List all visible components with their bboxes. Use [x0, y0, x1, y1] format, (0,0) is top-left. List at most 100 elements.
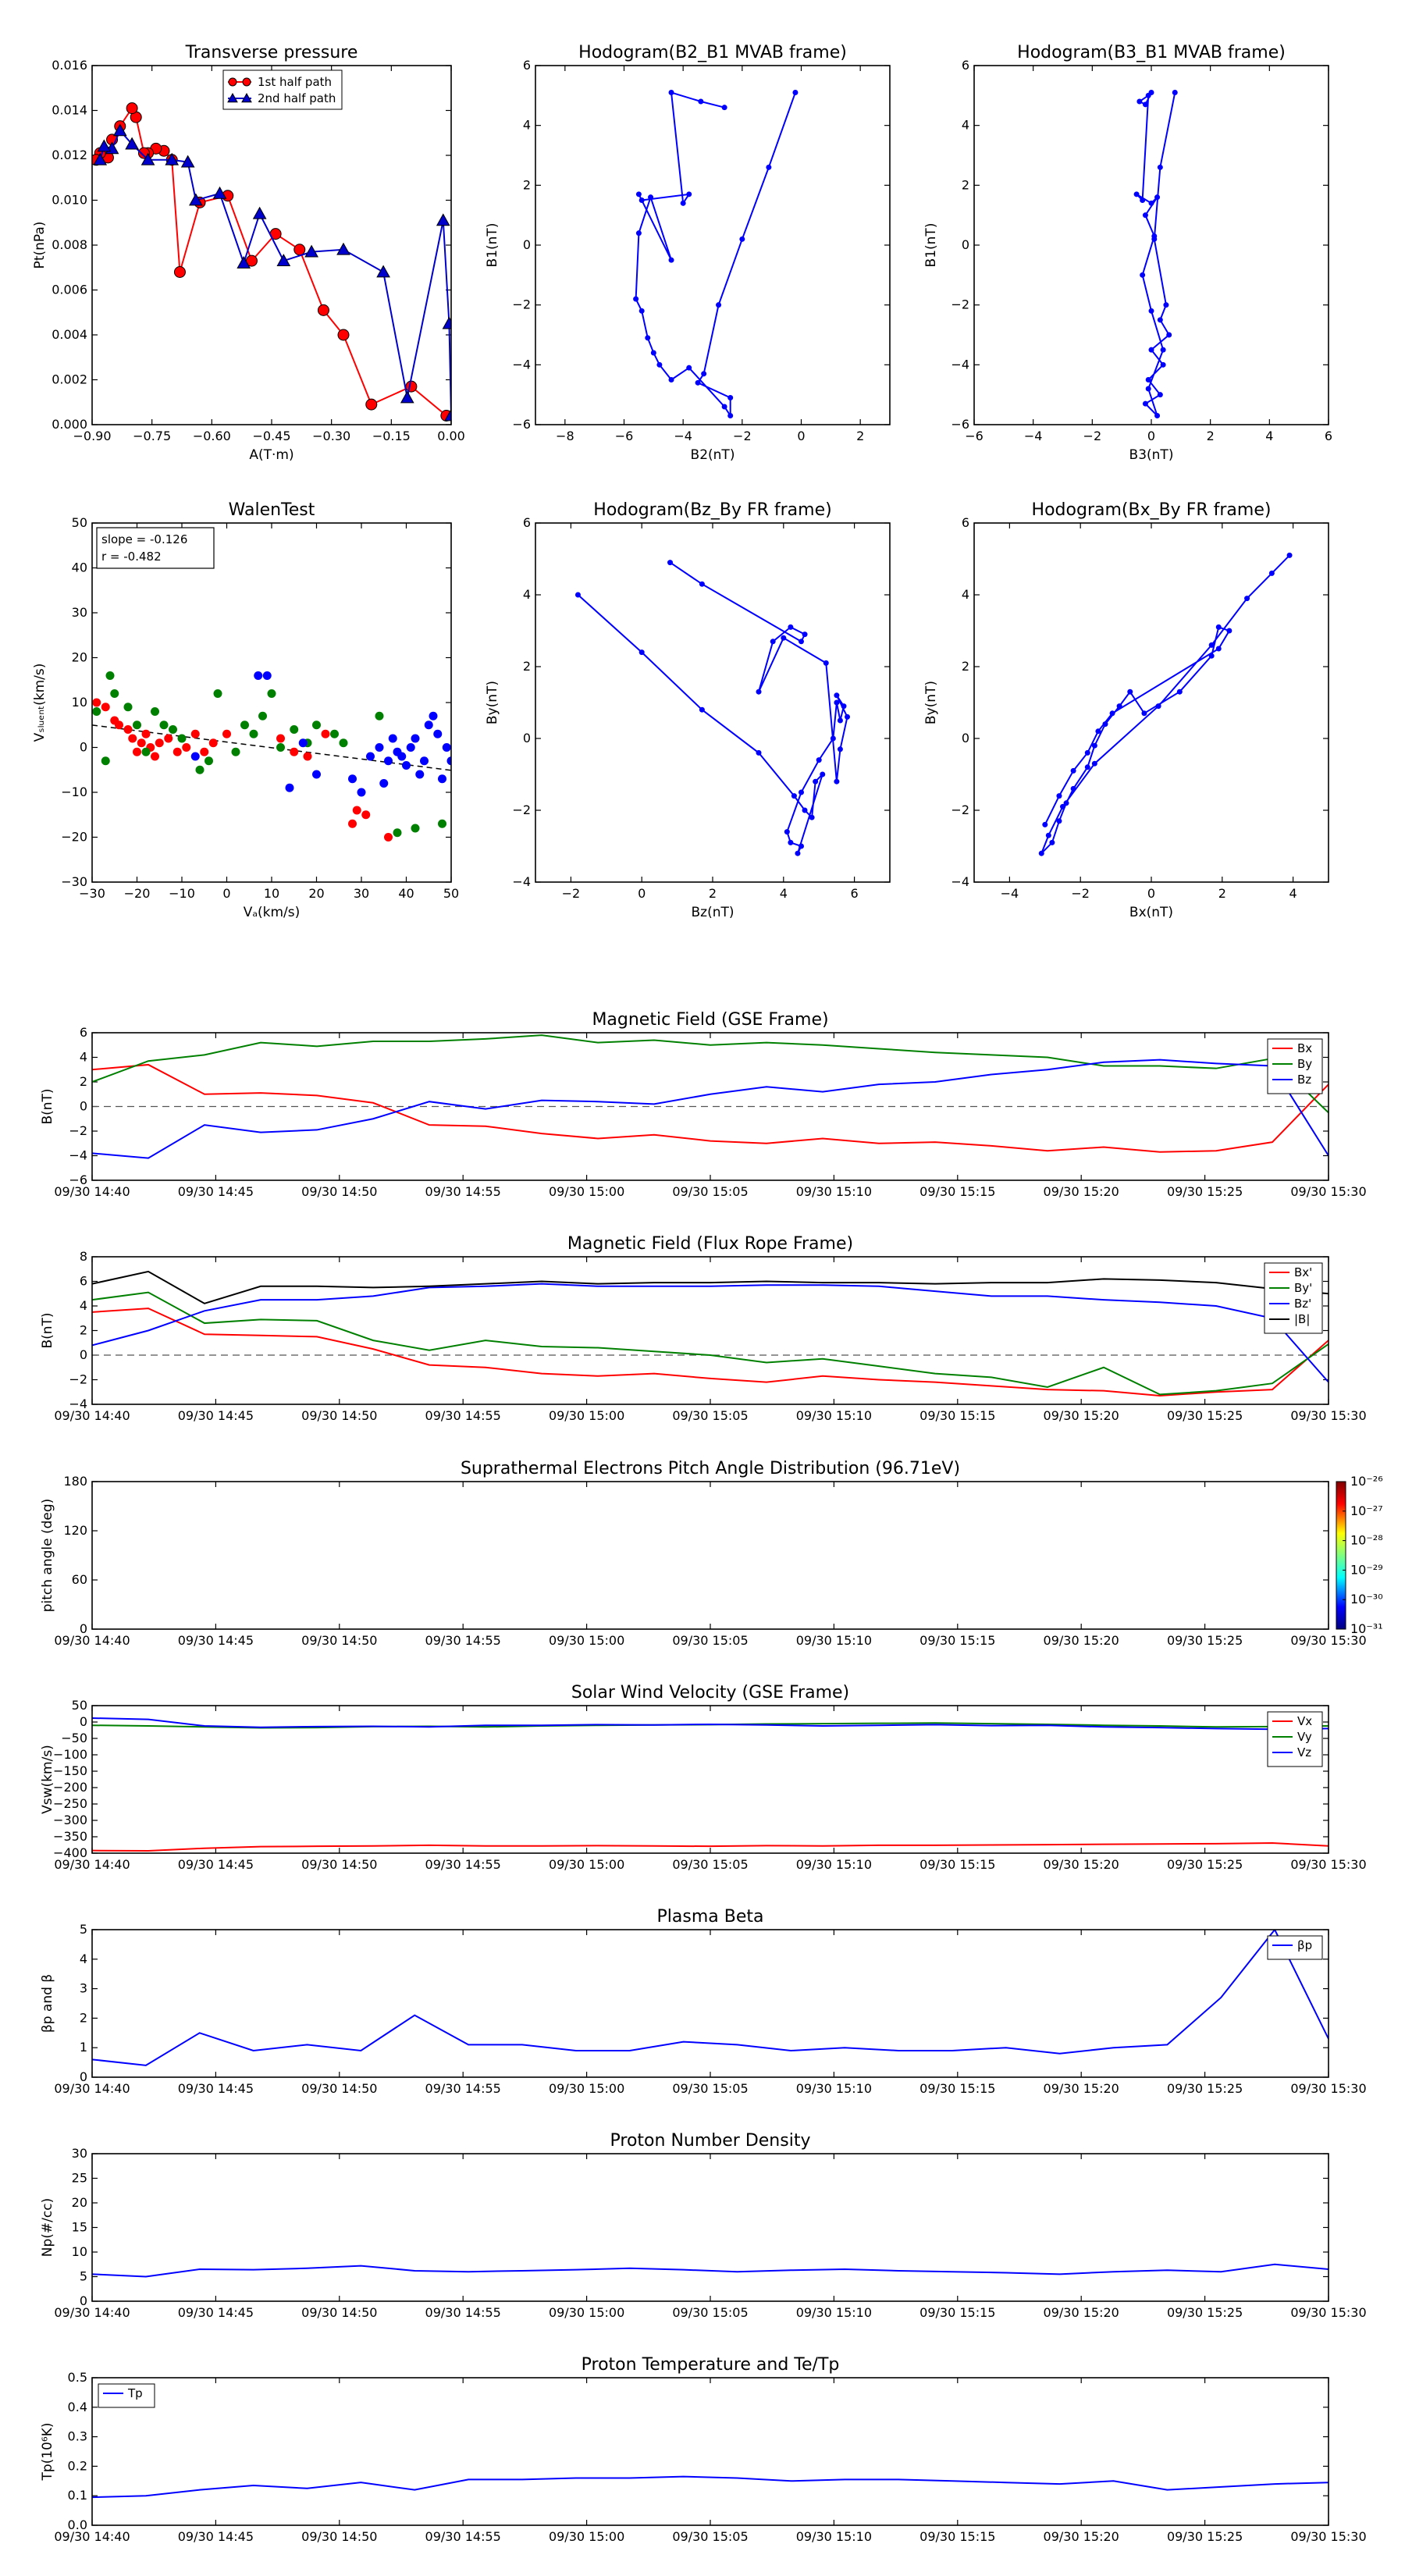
y-axis-label: B1(nT) — [923, 223, 939, 268]
series-By' — [92, 1291, 1329, 1396]
series-z — [190, 671, 451, 797]
y-tick-label: 30 — [72, 605, 87, 620]
data-point — [190, 729, 200, 738]
y-tick-label: 10 — [72, 695, 87, 710]
data-point — [721, 105, 727, 111]
data-point — [137, 738, 146, 748]
x-tick-label: 09/30 15:05 — [672, 1633, 748, 1648]
x-tick-label: 2 — [709, 886, 717, 901]
data-point — [645, 335, 651, 341]
data-point — [766, 164, 772, 170]
data-point — [402, 761, 411, 770]
x-tick-label: 09/30 15:30 — [1290, 1633, 1366, 1648]
x-tick-label: 09/30 14:50 — [301, 1408, 377, 1423]
annotation-frame — [96, 527, 215, 569]
data-point — [837, 717, 843, 724]
data-point — [1154, 413, 1161, 418]
y-tick-label: −400 — [53, 1845, 87, 1860]
data-point — [638, 308, 645, 314]
data-point — [336, 242, 350, 255]
y-tick-label: −4 — [512, 874, 531, 889]
data-point — [1160, 347, 1166, 353]
y-tick-label: −2 — [512, 297, 531, 312]
x-tick-label: 09/30 15:00 — [549, 2529, 624, 2544]
plot-frame — [535, 522, 891, 883]
y-tick-label: 0.4 — [68, 2400, 87, 2414]
legend-label: Vz — [1297, 1745, 1311, 1759]
y-tick-label: 50 — [72, 515, 87, 530]
x-tick-label: −6 — [965, 429, 984, 443]
legend-label: Bz — [1297, 1073, 1311, 1087]
data-point — [159, 720, 169, 730]
x-tick-label: 09/30 15:15 — [919, 2305, 995, 2320]
x-tick-label: 09/30 15:00 — [549, 1857, 624, 1872]
x-tick-label: 09/30 14:40 — [54, 1633, 130, 1648]
x-tick-label: −0.30 — [312, 429, 350, 443]
x-tick-label: 09/30 15:15 — [919, 1184, 995, 1199]
data-point — [415, 770, 425, 779]
data-point — [845, 713, 851, 720]
data-point — [213, 689, 222, 698]
data-point — [208, 738, 218, 748]
data-point — [668, 377, 674, 382]
plot-frame — [91, 2377, 1329, 2526]
x-axis-label: Bx(nT) — [1129, 905, 1173, 920]
data-point — [698, 98, 704, 105]
data-point — [699, 581, 705, 587]
data-point — [635, 191, 642, 197]
x-tick-label: 09/30 15:25 — [1167, 1633, 1243, 1648]
annotation-text: r = -0.482 — [101, 550, 162, 564]
data-point — [361, 810, 371, 820]
x-tick-label: 09/30 15:30 — [1290, 1408, 1366, 1423]
chart-h3: Hodogram(Bz_By FR frame) −4 −2 0 2 4 6 −2 0 2 4 6 Bz… — [485, 500, 891, 920]
data-point — [290, 747, 299, 756]
data-point — [379, 779, 389, 788]
colorbar-label: 10⁻³¹ — [1350, 1621, 1383, 1636]
chart-title: Suprathermal Electrons Pitch Angle Distr… — [461, 1459, 960, 1478]
x-tick-label: 09/30 15:10 — [796, 1408, 872, 1423]
data-point — [716, 302, 722, 308]
y-tick-label: 50 — [72, 1698, 87, 1713]
x-tick-label: 09/30 15:20 — [1044, 2529, 1119, 2544]
series-Bz' — [92, 1283, 1329, 1383]
data-point — [635, 230, 642, 237]
x-tick-label: 4 — [780, 886, 788, 901]
legend-label: By' — [1294, 1281, 1312, 1295]
x-tick-label: 09/30 14:50 — [301, 2081, 377, 2096]
data-point — [169, 725, 177, 734]
y-tick-label: −2 — [69, 1372, 87, 1387]
data-point — [293, 244, 306, 256]
y-tick-label: −2 — [69, 1123, 87, 1138]
y-tick-label: 0 — [80, 1099, 87, 1114]
data-point — [388, 734, 397, 743]
data-point — [1091, 742, 1097, 749]
data-point — [834, 692, 840, 699]
colorbar-label: 10⁻³⁰ — [1350, 1592, 1383, 1606]
data-point — [574, 592, 581, 598]
y-tick-label: 0.3 — [68, 2429, 87, 2444]
data-point — [1133, 191, 1140, 197]
data-point — [668, 257, 674, 263]
legend-frame — [222, 69, 343, 110]
data-point — [406, 743, 415, 752]
data-point — [442, 316, 451, 329]
x-tick-label: 09/30 15:30 — [1290, 2529, 1366, 2544]
y-axis-label: Vₛₗᵤₑₙₜ(km/s) — [32, 664, 48, 742]
x-tick-label: 09/30 15:00 — [549, 1633, 624, 1648]
y-tick-label: 0.2 — [68, 2458, 87, 2473]
y-tick-label: 1 — [80, 2040, 87, 2055]
data-point — [721, 404, 727, 410]
plot-frame — [91, 65, 452, 425]
series-x — [92, 698, 393, 841]
data-point — [195, 765, 205, 774]
chart-title: Proton Number Density — [610, 2131, 811, 2151]
plot-frame — [91, 2153, 1329, 2302]
y-axis-label: Np(#/cc) — [40, 2198, 55, 2257]
y-tick-label: 5 — [80, 1922, 87, 1937]
data-point — [267, 689, 276, 698]
y-tick-label: 0.0 — [68, 2517, 87, 2532]
series-line — [1040, 554, 1290, 854]
series-B3_B1 — [1133, 90, 1178, 418]
